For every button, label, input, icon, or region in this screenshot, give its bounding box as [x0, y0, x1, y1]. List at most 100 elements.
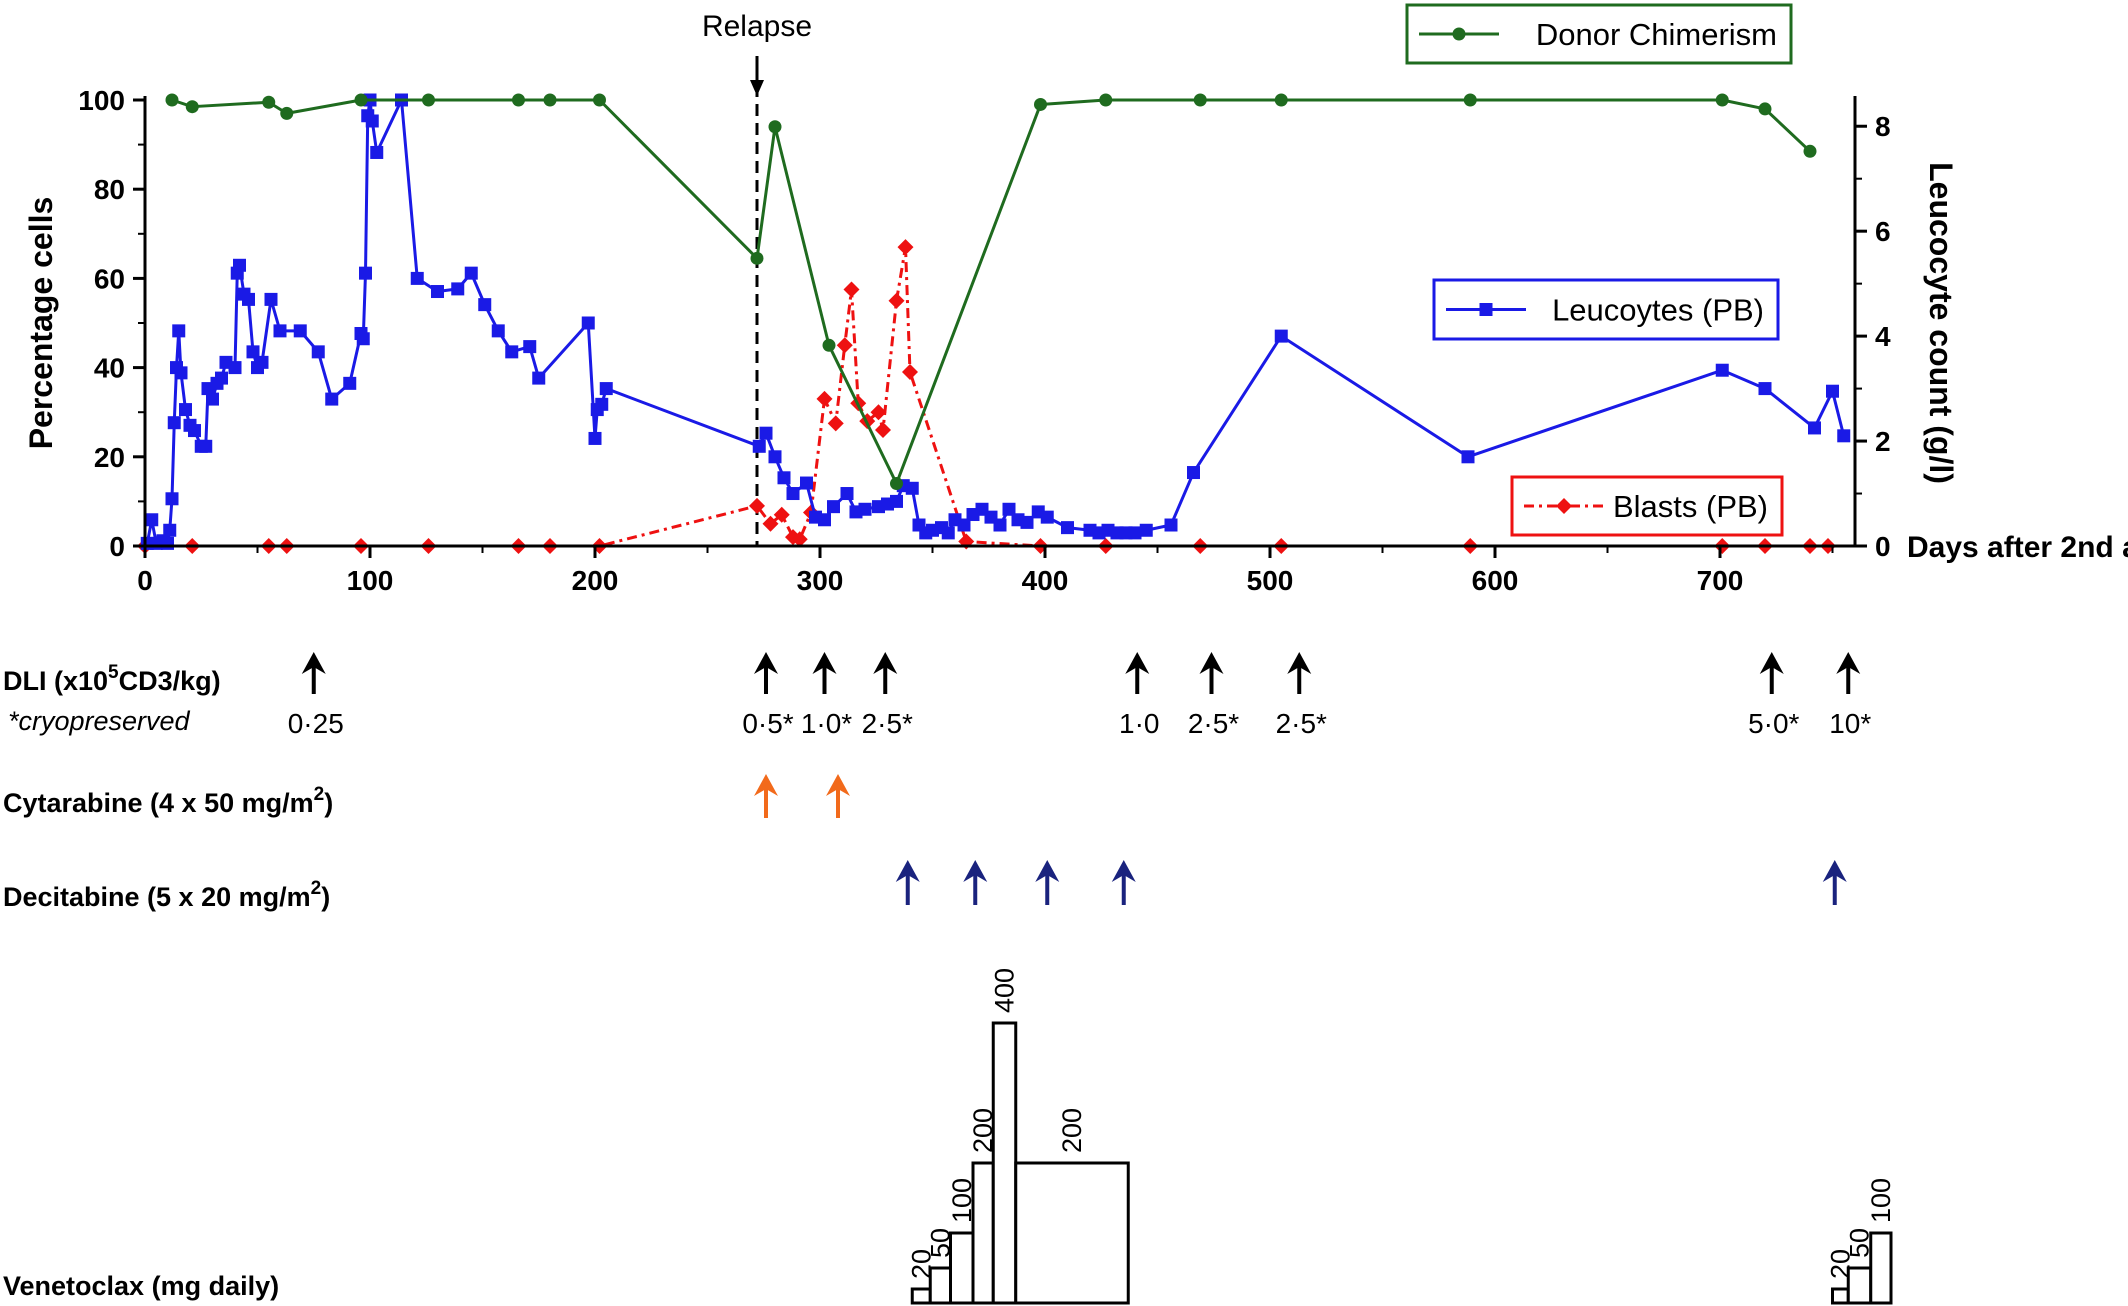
dli-dose-label: 2·5*	[1276, 708, 1327, 739]
data-point	[172, 324, 186, 338]
data-point	[827, 500, 840, 514]
data-point	[1758, 102, 1772, 116]
data-point	[1193, 93, 1207, 107]
legend-blasts: Blasts (PB)	[1510, 475, 1784, 537]
data-point	[464, 266, 478, 280]
dli-arrow	[873, 652, 898, 694]
dli-arrow	[812, 652, 837, 694]
data-point	[532, 371, 546, 385]
data-point	[1128, 526, 1142, 540]
data-point	[1715, 363, 1729, 377]
data-point	[165, 492, 179, 506]
data-point	[478, 298, 492, 312]
data-point	[827, 415, 844, 432]
data-point	[280, 106, 294, 120]
data-point	[840, 487, 854, 501]
decitabine-arrow	[895, 860, 920, 905]
venetoclax-block	[910, 1287, 932, 1305]
treatment-panel: DLI (x105CD3/kg) *cryopreserved Cytarabine…	[3, 652, 1896, 1305]
y-left-tick-label: 100	[78, 85, 125, 116]
arrow-head	[1125, 652, 1150, 674]
relapse-arrow-head	[750, 80, 764, 96]
data-point	[890, 494, 903, 508]
data-point	[523, 340, 537, 354]
dli-dose-label: 1·0	[1119, 708, 1159, 739]
decitabine-arrow	[1822, 860, 1847, 905]
dli-dose-label: 0·5*	[742, 708, 793, 739]
arrow-head	[1287, 652, 1312, 674]
data-point	[293, 324, 307, 338]
arrow-head	[754, 774, 778, 796]
data-point	[188, 424, 201, 438]
data-point	[370, 145, 384, 159]
data-point	[1803, 144, 1817, 158]
data-point	[325, 392, 339, 406]
data-point	[777, 471, 791, 485]
data-point	[161, 536, 174, 550]
data-point	[1715, 93, 1729, 107]
y-left-tick-label: 20	[94, 442, 125, 473]
data-point	[1758, 382, 1772, 396]
data-point	[588, 431, 602, 445]
y-left-axis-label: Percentage cells	[23, 197, 59, 450]
data-point	[762, 515, 779, 532]
decitabine-arrow	[1111, 860, 1136, 905]
data-point	[875, 422, 891, 439]
data-point	[422, 93, 435, 107]
dli-dose-label: 2·5*	[1188, 708, 1239, 739]
legend-text: Leucoytes (PB)	[1552, 293, 1764, 328]
data-point	[595, 397, 609, 411]
data-point	[750, 251, 764, 265]
dli-arrow	[1759, 652, 1784, 694]
data-point	[167, 416, 181, 430]
axes: 0 100 200 300 400 500 600 700 0 20 40 60 80 100 0 2 4 6 8 P…	[23, 85, 2128, 596]
data-point	[356, 332, 370, 346]
data-point	[957, 518, 971, 532]
data-point	[888, 292, 905, 309]
data-point	[752, 439, 766, 453]
y-right-tick-label: 8	[1875, 111, 1891, 142]
data-point	[581, 316, 595, 330]
data-point	[800, 476, 813, 490]
data-point	[343, 376, 357, 390]
data-point	[165, 93, 179, 107]
y-right-tick-label: 6	[1875, 216, 1891, 247]
cytarabine-arrow	[754, 774, 778, 818]
data-point	[264, 292, 278, 306]
legend-leucocytes: Leucoytes (PB)	[1432, 278, 1780, 341]
dli-arrow	[1287, 652, 1312, 694]
x-tick-label: 500	[1247, 565, 1294, 596]
data-point	[145, 513, 159, 527]
y-left-tick-label: 40	[94, 353, 125, 384]
y-right-axis-label: Leucocyte count (g/l)	[1923, 162, 1959, 484]
data-point	[836, 337, 853, 354]
dli-arrow	[301, 652, 326, 694]
arrow-head	[1822, 860, 1847, 882]
data-point	[215, 371, 228, 385]
dli-arrow	[1125, 652, 1150, 694]
cytarabine-arrow	[826, 774, 850, 818]
decitabine-arrow	[963, 860, 988, 905]
data-point	[897, 239, 914, 256]
data-point	[1040, 510, 1054, 524]
data-point	[1187, 466, 1200, 480]
data-point	[1034, 97, 1047, 111]
y-right-tick-label: 0	[1875, 531, 1891, 562]
arrow-head	[826, 774, 850, 796]
data-point	[505, 345, 519, 359]
data-point	[791, 531, 808, 548]
data-point	[246, 345, 260, 359]
x-tick-label: 700	[1697, 565, 1744, 596]
arrow-head	[1199, 652, 1224, 674]
data-point	[768, 450, 782, 464]
data-point	[870, 404, 887, 421]
y-right-tick-label: 4	[1875, 321, 1891, 352]
data-point	[818, 513, 831, 527]
legend-text: Donor Chimerism	[1536, 17, 1777, 52]
arrow-head	[754, 652, 778, 674]
data-point	[890, 477, 903, 491]
data-point	[185, 100, 199, 114]
data-point	[1164, 518, 1178, 532]
data-point	[179, 403, 192, 417]
